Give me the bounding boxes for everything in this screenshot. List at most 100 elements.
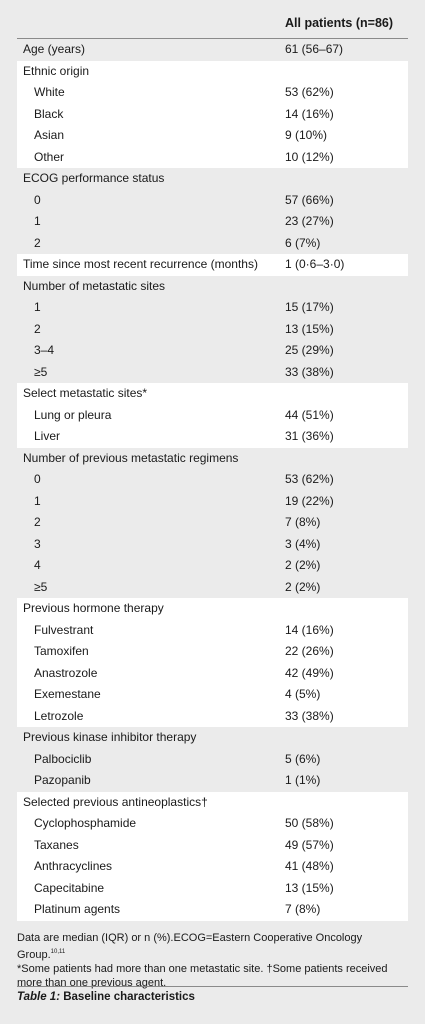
table-row: Fulvestrant 14 (16%) (17, 619, 408, 641)
row-label: Palbociclib (34, 751, 92, 766)
row-value: 5 (6%) (285, 751, 321, 766)
table-row: Taxanes 49 (57%) (17, 834, 408, 856)
row-value: 15 (17%) (285, 300, 334, 314)
row-value: 50 (58%) (285, 816, 334, 830)
row-label: Ethnic origin (23, 63, 90, 78)
row-value: 1 (1%) (285, 773, 321, 787)
table-row: Asian 9 (10%) (17, 125, 408, 147)
row-label: 3–4 (34, 343, 55, 357)
row-label: 4 (34, 558, 41, 572)
row-value: 4 (5%) (285, 687, 321, 701)
row-label: Fulvestrant (34, 622, 94, 637)
table-row: Previous kinase inhibitor therapy (17, 727, 408, 749)
footnote-references: 10,11 (50, 949, 66, 955)
row-label: Black (34, 106, 64, 121)
table-row: ≥5 33 (38%) (17, 361, 408, 383)
table-row: ≥5 2 (2%) (17, 576, 408, 598)
row-label: 2 (34, 235, 41, 250)
row-label: Previous kinase inhibitor therapy (23, 730, 197, 744)
row-label: ECOG performance status (23, 171, 165, 185)
row-label: ≥5 (34, 364, 48, 379)
table-row: 3 3 (4%) (17, 533, 408, 555)
row-value: 14 (16%) (285, 622, 334, 637)
table-row: Exemestane 4 (5%) (17, 684, 408, 706)
table-row: 1 15 (17%) (17, 297, 408, 319)
table-row: Ethnic origin (17, 60, 408, 82)
row-label: Taxanes (34, 837, 79, 852)
row-value: 33 (38%) (285, 364, 334, 379)
table-row: Liver 31 (36%) (17, 426, 408, 448)
row-label: 1 (34, 300, 41, 314)
row-value: 13 (15%) (285, 880, 334, 895)
row-value: 57 (66%) (285, 192, 334, 207)
row-value: 9 (10%) (285, 128, 328, 142)
row-value: 53 (62%) (285, 85, 334, 99)
row-value: 42 (49%) (285, 665, 334, 680)
row-value: 19 (22%) (285, 493, 334, 508)
row-value: 13 (15%) (285, 321, 334, 336)
table-row: 2 7 (8%) (17, 512, 408, 534)
row-label: White (34, 85, 65, 99)
row-value: 10 (12%) (285, 149, 334, 164)
row-label: Number of previous metastatic regimens (23, 450, 239, 465)
footnotes: Data are median (IQR) or n (%).ECOG=East… (17, 931, 408, 990)
table-row: Palbociclib 5 (6%) (17, 748, 408, 770)
table-row: 1 19 (22%) (17, 490, 408, 512)
row-label: 1 (34, 214, 41, 228)
row-label: Letrozole (34, 708, 84, 723)
row-label: 1 (34, 493, 41, 508)
row-label: Pazopanib (34, 773, 91, 787)
row-label: Anthracyclines (34, 859, 113, 873)
table-row: 2 13 (15%) (17, 318, 408, 340)
table-row: ECOG performance status (17, 168, 408, 190)
row-label: ≥5 (34, 579, 48, 594)
row-value: 3 (4%) (285, 536, 321, 551)
footnote-abbrev-text: Data are median (IQR) or n (%).ECOG=East… (17, 932, 363, 961)
table-row: 0 53 (62%) (17, 469, 408, 491)
row-label: Number of metastatic sites (23, 278, 166, 293)
table-header: All patients (n=86) (17, 0, 408, 39)
row-value: 7 (8%) (285, 902, 321, 916)
row-value: 49 (57%) (285, 837, 334, 852)
table-row: Platinum agents 7 (8%) (17, 899, 408, 921)
table-row: 4 2 (2%) (17, 555, 408, 577)
row-label: Time since most recent recurrence (month… (23, 257, 258, 271)
table-row: Select metastatic sites* (17, 383, 408, 405)
table-row: Tamoxifen 22 (26%) (17, 641, 408, 663)
table-row: Anastrozole 42 (49%) (17, 662, 408, 684)
row-label: Selected previous antineoplastics† (23, 794, 208, 809)
row-value: 7 (8%) (285, 515, 321, 529)
row-label: Anastrozole (34, 665, 98, 680)
row-label: Liver (34, 429, 61, 443)
row-value: 22 (26%) (285, 644, 334, 658)
row-value: 2 (2%) (285, 579, 321, 594)
table-row: Black 14 (16%) (17, 103, 408, 125)
row-label: 2 (34, 321, 41, 336)
table-row: White 53 (62%) (17, 82, 408, 104)
row-value: 6 (7%) (285, 235, 321, 250)
row-value: 14 (16%) (285, 106, 334, 121)
row-value: 25 (29%) (285, 343, 334, 357)
table-row: Number of metastatic sites (17, 275, 408, 297)
table-row: Capecitabine 13 (15%) (17, 877, 408, 899)
table-row: Time since most recent recurrence (month… (17, 254, 408, 276)
row-label: Asian (34, 128, 65, 142)
row-label: Capecitabine (34, 880, 105, 895)
footnote-line-1: Data are median (IQR) or n (%).ECOG=East… (17, 931, 408, 962)
table-row: 1 23 (27%) (17, 211, 408, 233)
table-row: 0 57 (66%) (17, 189, 408, 211)
table-row: Number of previous metastatic regimens (17, 447, 408, 469)
row-label: 2 (34, 515, 41, 529)
row-value: 31 (36%) (285, 429, 334, 443)
table-row: Lung or pleura 44 (51%) (17, 404, 408, 426)
row-value: 33 (38%) (285, 708, 334, 723)
row-value: 2 (2%) (285, 558, 321, 572)
row-label: Tamoxifen (34, 644, 89, 658)
caption-divider (17, 986, 408, 987)
table-row: Cyclophosphamide 50 (58%) (17, 813, 408, 835)
row-label: Other (34, 149, 65, 164)
table-row: Age (years) 61 (56–67) (17, 39, 408, 61)
row-value: 53 (62%) (285, 472, 334, 486)
column-header: All patients (n=86) (285, 16, 394, 30)
